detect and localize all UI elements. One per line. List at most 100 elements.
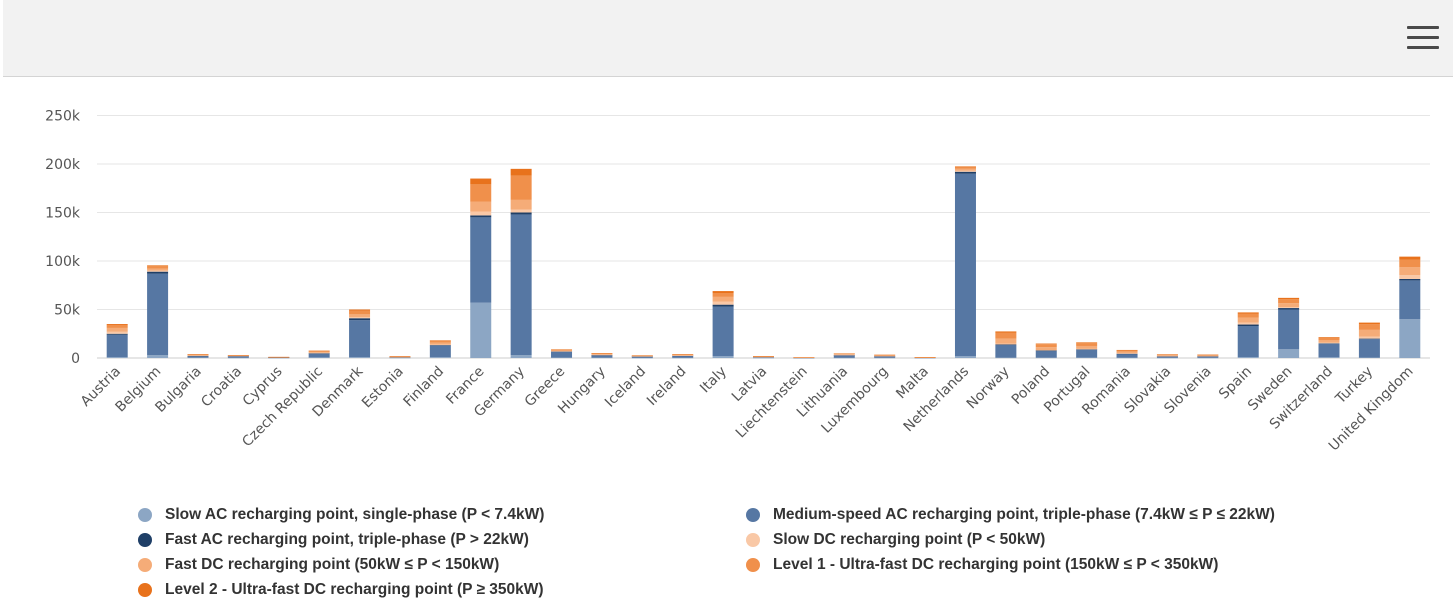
bar-segment[interactable] bbox=[1237, 324, 1259, 326]
bar-segment[interactable] bbox=[1358, 357, 1380, 359]
bar-segment[interactable] bbox=[833, 354, 855, 356]
bar-segment[interactable] bbox=[753, 357, 774, 359]
bar-segment[interactable] bbox=[510, 212, 532, 215]
bar-segment[interactable] bbox=[1116, 351, 1138, 354]
bar-segment[interactable] bbox=[227, 355, 249, 356]
bar-segment[interactable] bbox=[833, 357, 855, 359]
bar-segment[interactable] bbox=[227, 354, 249, 356]
bar-segment[interactable] bbox=[1197, 354, 1219, 356]
bar-segment[interactable] bbox=[429, 342, 451, 345]
bar-segment[interactable] bbox=[1076, 349, 1098, 350]
bar-segment[interactable] bbox=[147, 265, 169, 267]
bar-segment[interactable] bbox=[1318, 340, 1340, 343]
bar-segment[interactable] bbox=[1237, 325, 1259, 358]
bar-segment[interactable] bbox=[106, 325, 128, 328]
bar-segment[interactable] bbox=[631, 357, 653, 359]
bar-segment[interactable] bbox=[470, 215, 492, 218]
bar-segment[interactable] bbox=[995, 345, 1017, 358]
bar-segment[interactable] bbox=[631, 356, 653, 358]
bar-segment[interactable] bbox=[147, 266, 169, 269]
bar-segment[interactable] bbox=[551, 351, 573, 352]
bar-segment[interactable] bbox=[106, 334, 128, 358]
bar-segment[interactable] bbox=[712, 301, 734, 305]
legend-item[interactable]: Slow DC recharging point (P < 50kW) bbox=[746, 531, 1045, 549]
bar-segment[interactable] bbox=[227, 356, 249, 358]
bar-segment[interactable] bbox=[1278, 308, 1300, 310]
bar-segment[interactable] bbox=[1076, 345, 1098, 349]
bar-segment[interactable] bbox=[389, 357, 411, 358]
bar-segment[interactable] bbox=[1358, 339, 1380, 358]
bar-segment[interactable] bbox=[551, 349, 573, 351]
bar-segment[interactable] bbox=[672, 355, 694, 356]
bar-segment[interactable] bbox=[308, 350, 330, 352]
bar-segment[interactable] bbox=[106, 324, 128, 326]
bar-segment[interactable] bbox=[1399, 278, 1421, 281]
bar-segment[interactable] bbox=[349, 310, 371, 315]
bar-segment[interactable] bbox=[1035, 350, 1057, 358]
legend-item[interactable]: Fast DC recharging point (50kW ≤ P < 150… bbox=[138, 556, 499, 574]
bar-segment[interactable] bbox=[1358, 322, 1380, 325]
bar-segment[interactable] bbox=[510, 355, 532, 358]
bar-segment[interactable] bbox=[1116, 353, 1138, 355]
bar-segment[interactable] bbox=[1237, 357, 1259, 358]
bar-segment[interactable] bbox=[1399, 280, 1421, 320]
bar-segment[interactable] bbox=[793, 357, 815, 358]
bar-segment[interactable] bbox=[147, 355, 169, 358]
bar-segment[interactable] bbox=[1076, 342, 1098, 344]
bar-segment[interactable] bbox=[874, 355, 896, 356]
bar-segment[interactable] bbox=[551, 357, 573, 359]
bar-segment[interactable] bbox=[389, 357, 411, 359]
bar-segment[interactable] bbox=[1197, 356, 1219, 358]
bar-segment[interactable] bbox=[631, 355, 653, 357]
bar-segment[interactable] bbox=[1237, 322, 1259, 325]
bar-segment[interactable] bbox=[349, 320, 371, 358]
bar-segment[interactable] bbox=[1076, 348, 1098, 350]
bar-segment[interactable] bbox=[954, 170, 976, 172]
bar-segment[interactable] bbox=[551, 350, 573, 352]
bar-segment[interactable] bbox=[1116, 357, 1138, 359]
bar-segment[interactable] bbox=[1278, 299, 1300, 304]
bar-segment[interactable] bbox=[1035, 344, 1057, 348]
bar-segment[interactable] bbox=[753, 356, 774, 358]
bar-segment[interactable] bbox=[349, 318, 371, 321]
bar-segment[interactable] bbox=[1035, 350, 1057, 352]
bar-segment[interactable] bbox=[954, 166, 976, 168]
bar-segment[interactable] bbox=[510, 199, 532, 210]
bar-segment[interactable] bbox=[672, 354, 694, 356]
bar-segment[interactable] bbox=[308, 350, 330, 352]
bar-segment[interactable] bbox=[470, 178, 492, 185]
bar-segment[interactable] bbox=[187, 356, 209, 358]
bar-segment[interactable] bbox=[1318, 357, 1340, 358]
bar-segment[interactable] bbox=[349, 309, 371, 311]
bar-segment[interactable] bbox=[106, 357, 128, 358]
bar-segment[interactable] bbox=[874, 355, 896, 357]
bar-segment[interactable] bbox=[106, 331, 128, 334]
bar-segment[interactable] bbox=[1318, 337, 1340, 341]
bar-segment[interactable] bbox=[1358, 329, 1380, 337]
bar-segment[interactable] bbox=[308, 351, 330, 353]
bar-segment[interactable] bbox=[591, 355, 613, 358]
bar-segment[interactable] bbox=[147, 271, 169, 274]
bar-segment[interactable] bbox=[187, 357, 209, 359]
bar-segment[interactable] bbox=[672, 354, 694, 355]
bar-segment[interactable] bbox=[631, 355, 653, 356]
legend-item[interactable]: Medium-speed AC recharging point, triple… bbox=[746, 506, 1275, 524]
bar-segment[interactable] bbox=[389, 356, 411, 358]
bar-segment[interactable] bbox=[1278, 309, 1300, 350]
legend-item[interactable]: Fast AC recharging point, triple-phase (… bbox=[138, 531, 529, 549]
bar-segment[interactable] bbox=[187, 355, 209, 357]
bar-segment[interactable] bbox=[308, 353, 330, 354]
bar-segment[interactable] bbox=[551, 349, 573, 350]
bar-segment[interactable] bbox=[995, 357, 1017, 359]
bar-segment[interactable] bbox=[712, 296, 734, 302]
bar-segment[interactable] bbox=[1237, 317, 1259, 323]
bar-segment[interactable] bbox=[1156, 357, 1178, 359]
legend-item[interactable]: Slow AC recharging point, single-phase (… bbox=[138, 506, 544, 524]
bar-segment[interactable] bbox=[874, 357, 896, 359]
bar-segment[interactable] bbox=[1156, 356, 1178, 358]
bar-segment[interactable] bbox=[954, 171, 976, 174]
bar-segment[interactable] bbox=[591, 354, 613, 355]
bar-segment[interactable] bbox=[1197, 357, 1219, 359]
bar-segment[interactable] bbox=[106, 333, 128, 335]
bar-segment[interactable] bbox=[1358, 338, 1380, 340]
